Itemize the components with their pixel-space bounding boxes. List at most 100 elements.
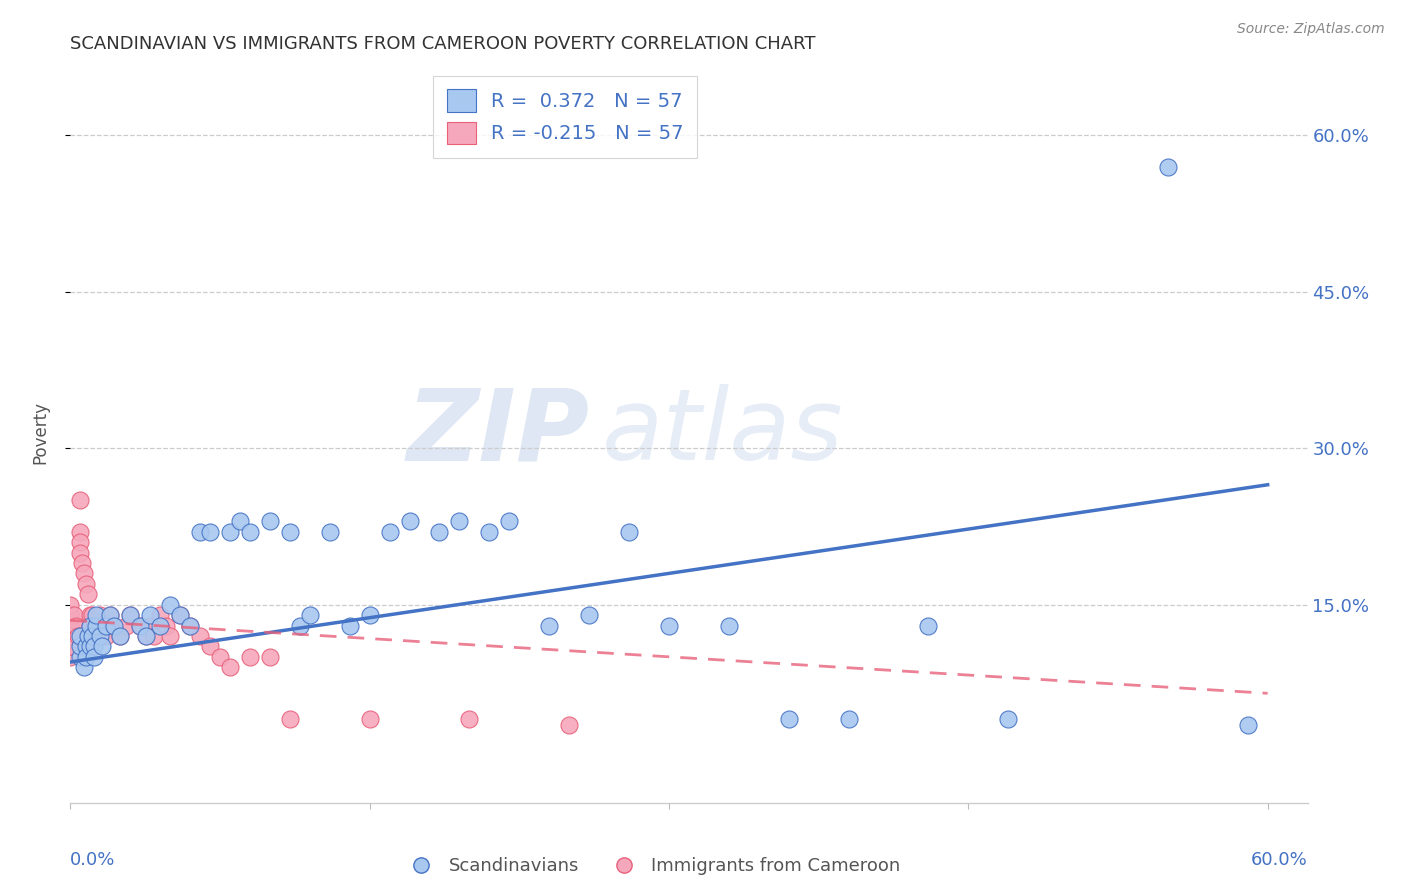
Point: [143, 629, 166, 643]
Point: [65, 618, 87, 632]
Point: [458, 712, 481, 726]
Point: [75, 577, 97, 591]
Point: [169, 608, 191, 623]
Point: [79, 640, 101, 654]
Point: [69, 629, 91, 643]
Point: [84, 618, 107, 632]
Point: [538, 618, 561, 632]
Point: [83, 649, 105, 664]
Point: [429, 524, 451, 539]
Point: [108, 629, 131, 643]
Point: [188, 524, 211, 539]
Point: [98, 608, 121, 623]
Point: [378, 524, 401, 539]
Point: [129, 618, 152, 632]
Point: [72, 556, 94, 570]
Point: [59, 629, 82, 643]
Point: [89, 629, 111, 643]
Point: [155, 618, 177, 632]
Point: [82, 608, 104, 623]
Point: [69, 649, 91, 664]
Y-axis label: Poverty: Poverty: [31, 401, 49, 464]
Point: [198, 524, 221, 539]
Point: [135, 629, 157, 643]
Point: [135, 629, 157, 643]
Point: [79, 629, 101, 643]
Point: [91, 640, 114, 654]
Point: [658, 618, 681, 632]
Point: [59, 618, 82, 632]
Point: [159, 629, 181, 643]
Point: [89, 608, 111, 623]
Point: [398, 514, 420, 528]
Text: 0.0%: 0.0%: [70, 851, 115, 869]
Legend: Scandinavians, Immigrants from Cameroon: Scandinavians, Immigrants from Cameroon: [396, 850, 907, 882]
Point: [997, 712, 1019, 726]
Point: [75, 640, 97, 654]
Point: [59, 618, 82, 632]
Point: [1236, 717, 1258, 731]
Point: [259, 649, 281, 664]
Point: [339, 618, 361, 632]
Point: [59, 608, 82, 623]
Point: [1157, 160, 1180, 174]
Point: [449, 514, 471, 528]
Point: [179, 618, 201, 632]
Point: [73, 660, 96, 674]
Point: [278, 712, 301, 726]
Point: [75, 649, 97, 664]
Point: [359, 608, 381, 623]
Point: [229, 514, 252, 528]
Point: [198, 640, 221, 654]
Point: [578, 608, 600, 623]
Text: ZIP: ZIP: [406, 384, 591, 481]
Point: [103, 618, 125, 632]
Point: [120, 608, 142, 623]
Point: [69, 493, 91, 508]
Point: [69, 640, 91, 654]
Point: [59, 598, 82, 612]
Point: [319, 524, 342, 539]
Point: [149, 618, 172, 632]
Point: [219, 660, 242, 674]
Point: [917, 618, 939, 632]
Point: [259, 514, 281, 528]
Text: Source: ZipAtlas.com: Source: ZipAtlas.com: [1237, 22, 1385, 37]
Point: [103, 618, 125, 632]
Point: [84, 629, 107, 643]
Point: [63, 608, 86, 623]
Point: [82, 629, 104, 643]
Point: [69, 524, 91, 539]
Point: [159, 598, 181, 612]
Point: [498, 514, 520, 528]
Point: [778, 712, 800, 726]
Point: [79, 608, 101, 623]
Point: [239, 649, 262, 664]
Point: [77, 587, 100, 601]
Point: [59, 629, 82, 643]
Point: [83, 618, 105, 632]
Point: [288, 618, 311, 632]
Point: [79, 618, 101, 632]
Point: [77, 629, 100, 643]
Point: [149, 608, 172, 623]
Point: [59, 640, 82, 654]
Point: [59, 649, 82, 664]
Point: [120, 608, 142, 623]
Point: [96, 618, 118, 632]
Point: [98, 608, 121, 623]
Point: [558, 717, 581, 731]
Point: [298, 608, 321, 623]
Point: [84, 608, 107, 623]
Point: [59, 608, 82, 623]
Point: [208, 649, 231, 664]
Point: [69, 545, 91, 559]
Point: [96, 629, 118, 643]
Point: [169, 608, 191, 623]
Point: [69, 535, 91, 549]
Text: SCANDINAVIAN VS IMMIGRANTS FROM CAMEROON POVERTY CORRELATION CHART: SCANDINAVIAN VS IMMIGRANTS FROM CAMEROON…: [70, 35, 815, 53]
Point: [617, 524, 640, 539]
Point: [717, 618, 740, 632]
Point: [115, 618, 138, 632]
Point: [219, 524, 242, 539]
